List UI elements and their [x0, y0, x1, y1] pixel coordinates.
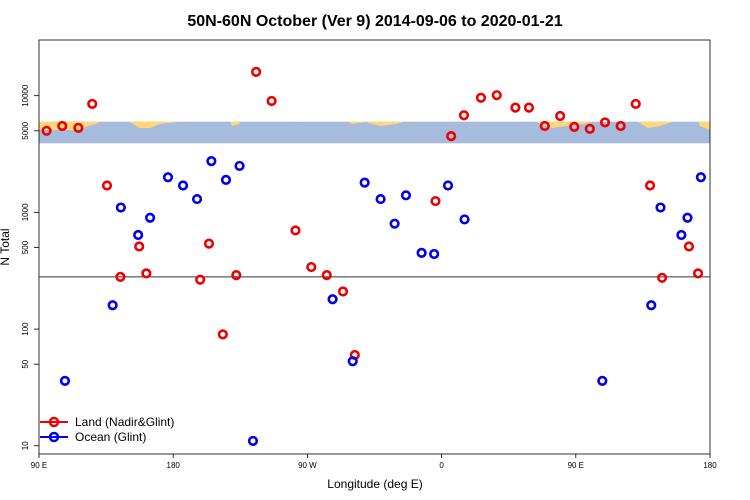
land-point — [692, 268, 704, 279]
ocean-point — [429, 248, 440, 260]
land-point — [599, 117, 611, 128]
land-point — [101, 180, 113, 191]
land-point — [510, 102, 521, 113]
land-point — [337, 286, 349, 297]
land-point — [134, 241, 145, 252]
ocean-point — [347, 356, 358, 367]
ocean-point — [676, 229, 687, 241]
legend-ocean-label: Ocean (Glint) — [75, 430, 146, 444]
plot-frame — [38, 39, 711, 455]
land-point — [203, 238, 215, 249]
land-point — [630, 98, 641, 110]
land-point — [683, 241, 695, 252]
land-point — [141, 268, 152, 279]
land-point — [306, 261, 317, 273]
ocean-point — [327, 294, 338, 305]
land-point — [290, 225, 301, 236]
ocean-point — [682, 212, 693, 223]
land-point — [430, 195, 441, 207]
ocean-point — [359, 177, 370, 188]
land-point — [569, 121, 580, 133]
y-tick-label: 100 — [21, 322, 30, 336]
ocean-point — [416, 247, 427, 258]
land-point — [446, 131, 457, 142]
y-axis: 10 50 100 500 1000 5000 10000 — [21, 84, 39, 450]
data-points — [41, 66, 707, 447]
ocean-point — [191, 193, 203, 205]
x-tick-label: 180 — [703, 461, 717, 470]
ocean-point — [220, 174, 232, 185]
y-axis-label: N Total — [0, 228, 12, 265]
land-point — [458, 110, 470, 121]
ocean-point — [177, 180, 189, 191]
land-point — [251, 66, 262, 77]
land-point — [657, 272, 668, 283]
x-tick-label: 0 — [439, 461, 444, 470]
ocean-point — [442, 180, 454, 191]
x-axis: 90 E 180 90 W 0 90 E 180 — [31, 454, 717, 470]
legend-land-label: Land (Nadir&Glint) — [75, 415, 174, 429]
land-point — [539, 120, 550, 132]
legend: Land (Nadir&Glint) Ocean (Glint) — [40, 415, 174, 444]
land-point — [644, 180, 656, 191]
ocean-point — [206, 156, 217, 167]
y-tick-label: 50 — [21, 359, 30, 368]
ocean-point — [655, 202, 666, 213]
ocean-point — [162, 172, 174, 183]
land-point — [584, 123, 595, 134]
legend-ocean-marker — [48, 431, 60, 443]
land-point — [73, 122, 84, 133]
land-point — [231, 270, 242, 281]
ocean-point — [133, 229, 144, 241]
y-tick-label: 10000 — [21, 84, 30, 107]
x-tick-label: 90 W — [298, 461, 317, 470]
chart-title: 50N-60N October (Ver 9) 2014-09-06 to 20… — [187, 13, 562, 30]
x-tick-label: 180 — [167, 461, 181, 470]
y-tick-label: 500 — [21, 240, 30, 254]
legend-land-marker — [48, 416, 60, 428]
ocean-point — [597, 375, 608, 386]
ocean-point — [107, 300, 118, 311]
x-tick-label: 90 E — [31, 461, 47, 470]
land-point — [475, 92, 487, 103]
x-tick-label: 90 E — [568, 461, 584, 470]
map-band-land — [39, 121, 710, 130]
world-map-band — [39, 121, 710, 144]
ocean-point — [59, 375, 71, 386]
ocean-point — [144, 212, 156, 223]
ocean-point — [247, 435, 259, 447]
ocean-point — [234, 160, 245, 172]
ocean-point — [400, 190, 412, 201]
x-axis-label: Longitude (deg E) — [327, 477, 422, 491]
land-point — [491, 90, 502, 101]
y-tick-label: 1000 — [21, 203, 30, 221]
land-point — [615, 120, 626, 132]
ocean-point — [459, 214, 470, 225]
land-point — [115, 271, 126, 282]
ocean-point — [115, 202, 126, 213]
ocean-point — [389, 218, 400, 229]
y-tick-label: 5000 — [21, 121, 30, 139]
land-point — [195, 274, 206, 285]
y-tick-label: 10 — [21, 441, 30, 450]
land-point — [266, 95, 277, 107]
ocean-point — [375, 193, 386, 205]
land-point — [87, 98, 98, 110]
land-point — [57, 120, 68, 132]
land-point — [321, 270, 332, 281]
land-point — [555, 110, 566, 122]
ocean-point — [695, 172, 707, 183]
land-point — [217, 329, 228, 340]
land-point — [523, 102, 535, 113]
ocean-point — [646, 300, 657, 311]
land-point — [41, 125, 52, 136]
